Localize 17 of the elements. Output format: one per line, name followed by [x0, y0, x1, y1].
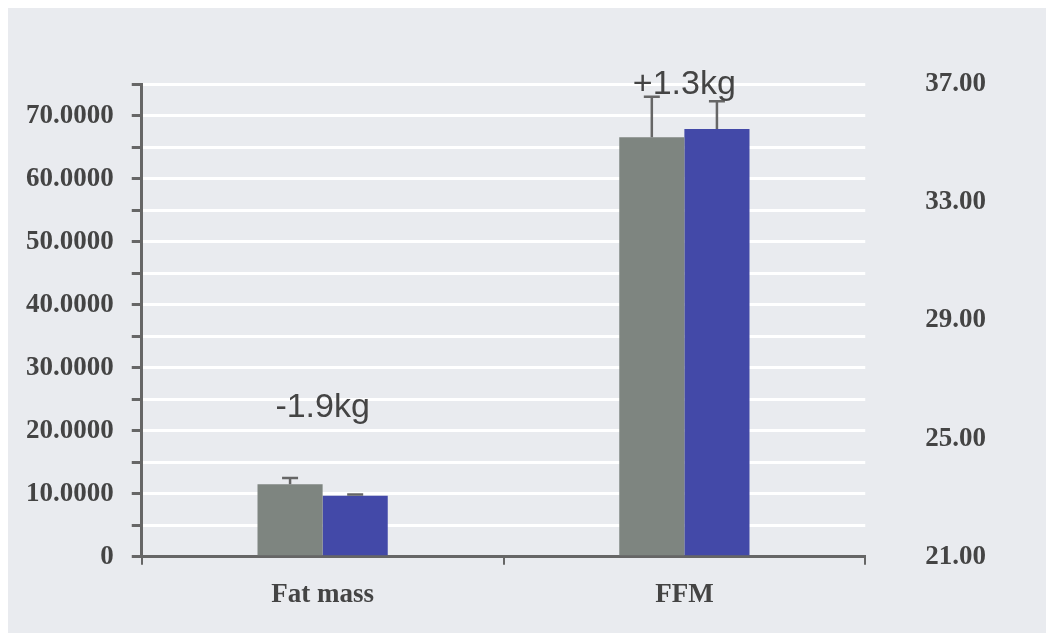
y2-tick-label: 33.00	[925, 185, 986, 216]
y-tick-label: 40.0000	[26, 287, 114, 318]
y2-tick-label: 25.00	[925, 421, 986, 452]
y2-tick-label: 21.00	[925, 539, 986, 570]
y-tick-label: 50.0000	[26, 224, 114, 255]
y-tick-label: 10.0000	[26, 476, 114, 507]
y-tick-label: 0	[100, 539, 114, 570]
y2-tick-label: 37.00	[925, 67, 986, 98]
annotation: -1.9kg	[275, 386, 370, 425]
x-tick-label: FFM	[655, 577, 714, 608]
x-tick-label: Fat mass	[271, 577, 374, 608]
y-tick-label: 70.0000	[26, 98, 114, 129]
y-tick-label: 60.0000	[26, 161, 114, 192]
y-tick-label: 30.0000	[26, 350, 114, 381]
annotation: +1.3kg	[632, 63, 736, 102]
y-tick-label: 20.0000	[26, 413, 114, 444]
y2-tick-label: 29.00	[925, 303, 986, 334]
